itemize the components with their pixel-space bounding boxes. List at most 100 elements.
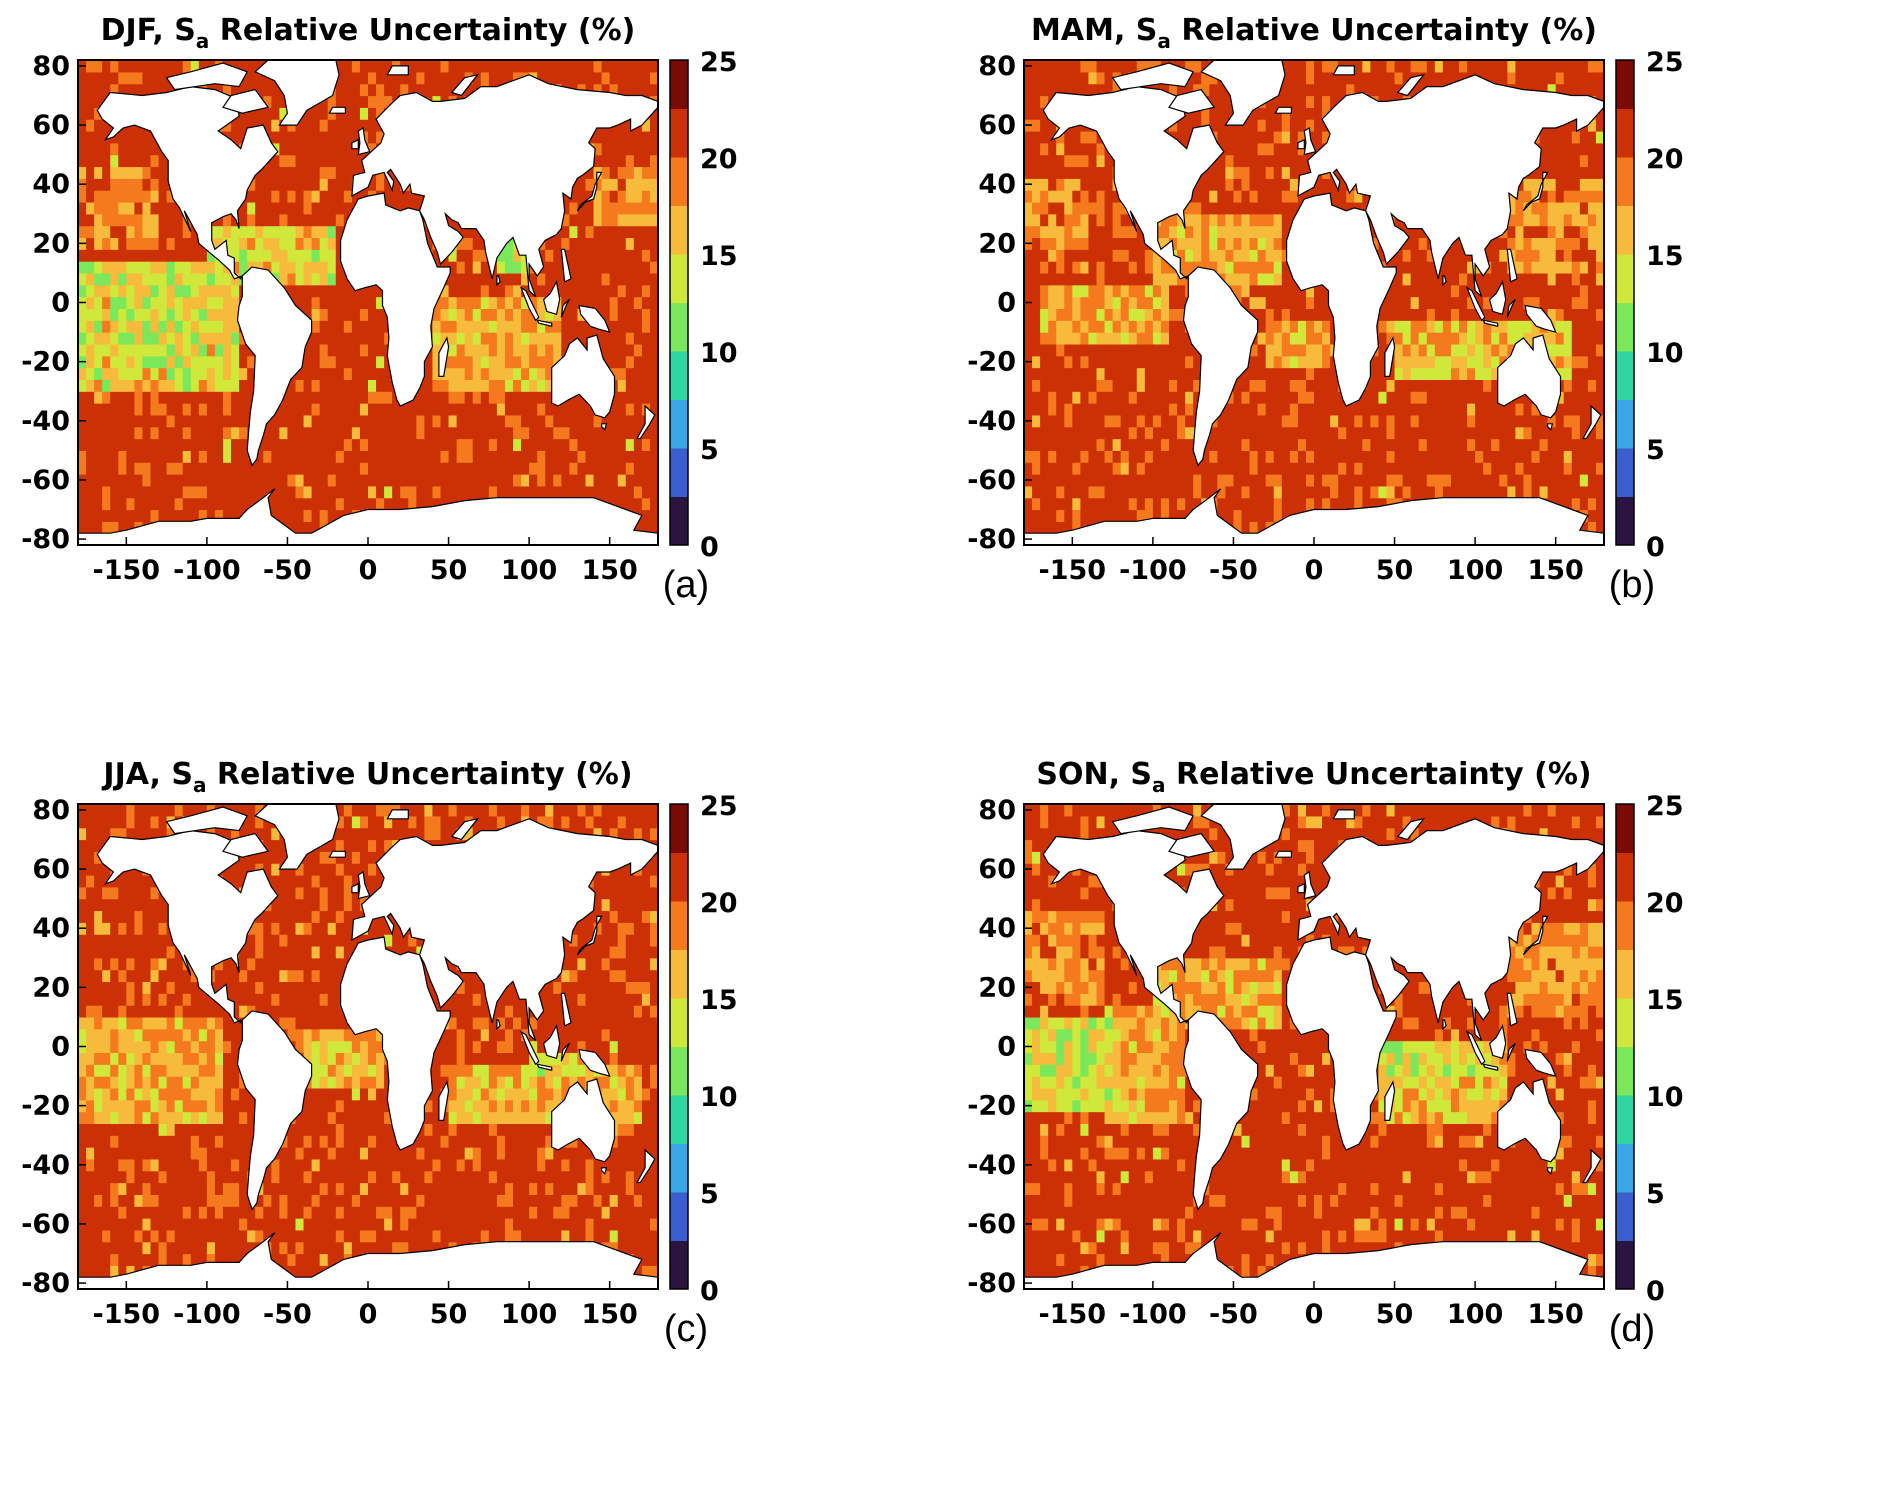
grid-cell [384,426,393,440]
grid-cell [1169,485,1178,499]
grid-cell [1442,450,1452,463]
grid-cell [198,391,208,404]
x-tick-label: -50 [263,555,312,586]
grid-cell [1112,391,1122,404]
grid-cell [649,462,658,475]
grid-cell [1434,296,1444,310]
grid-cell [1394,284,1404,298]
grid-cell [271,426,280,440]
grid-cell [1362,414,1371,428]
grid-cell [368,497,377,511]
grid-cell [1257,403,1267,416]
grid-cell [585,201,595,215]
grid-cell [263,474,272,487]
grid-cell [1032,474,1041,487]
grid-cell [569,320,579,333]
grid-cell [174,249,184,262]
grid-cell [198,272,208,286]
grid-cell [553,60,562,73]
grid-cell [287,190,297,203]
grid-cell [1467,391,1476,404]
grid-cell [198,379,208,392]
grid-cell [456,261,466,274]
grid-cell [118,332,127,345]
grid-cell [158,60,168,73]
grid-cell [641,462,651,475]
grid-cell [496,414,506,428]
landmass [576,171,603,212]
grid-cell [126,438,135,451]
grid-cell [368,95,377,108]
grid-cell [86,438,95,451]
grid-cell [78,261,87,274]
grid-cell [134,154,144,168]
grid-cell [150,83,160,97]
grid-cell [134,391,144,404]
grid-cell [150,391,160,404]
grid-cell [553,237,562,250]
grid-cell [1322,414,1331,428]
grid-cell [335,426,345,440]
grid-cell [1233,284,1243,298]
grid-cell [1104,379,1114,392]
grid-cell [400,497,409,511]
grid-cell [327,296,337,310]
panel-title: MAM, Sa Relative Uncertainty (%) [1031,13,1597,53]
grid-cell [158,249,168,262]
grid-cell [1024,438,1033,451]
grid-cell [1128,332,1138,345]
grid-cell [182,355,192,369]
grid-cell [1450,320,1460,333]
grid-cell [1410,272,1420,286]
grid-cell [263,83,272,97]
grid-cell [1394,474,1404,487]
grid-cell [1096,320,1106,333]
grid-cell [126,308,135,321]
grid-cell [1587,284,1597,298]
grid-cell [1499,438,1508,451]
grid-cell [142,414,152,428]
grid-cell [303,438,313,451]
grid-cell [1491,403,1500,416]
grid-cell [223,497,232,511]
grid-cell [1273,355,1283,369]
grid-cell [1330,450,1339,463]
grid-cell [1281,426,1291,440]
grid-cell [1378,308,1388,321]
grid-cell [617,237,627,250]
grid-cell [1217,249,1226,262]
grid-cell [158,332,168,345]
grid-cell [376,450,385,463]
grid-cell [142,284,152,298]
grid-cell [593,178,603,191]
grid-cell [456,343,466,357]
grid-cell [1144,296,1154,310]
grid-cell [1112,497,1122,511]
grid-cell [400,190,409,203]
grid-cell [311,403,321,416]
grid-cell [1144,450,1154,463]
grid-cell [1523,485,1533,499]
grid-cell [1515,296,1525,310]
grid-cell [94,343,103,357]
grid-cell [1257,261,1267,274]
grid-cell [1314,497,1323,511]
grid-cell [392,497,401,511]
grid-cell [1160,497,1170,511]
grid-cell [174,367,184,380]
grid-cell [166,272,176,286]
grid-cell [392,414,401,428]
grid-cell [448,320,458,333]
grid-cell [86,154,95,168]
grid-cell [214,272,224,286]
grid-cell [1563,414,1573,428]
grid-cell [166,60,176,73]
grid-cell [368,320,377,333]
landmass [542,280,561,316]
grid-cell [649,497,658,511]
grid-cell [1056,379,1065,392]
grid-cell [1152,355,1162,369]
grid-cell [504,343,514,357]
grid-cell [1112,485,1122,499]
grid-cell [1523,249,1533,262]
